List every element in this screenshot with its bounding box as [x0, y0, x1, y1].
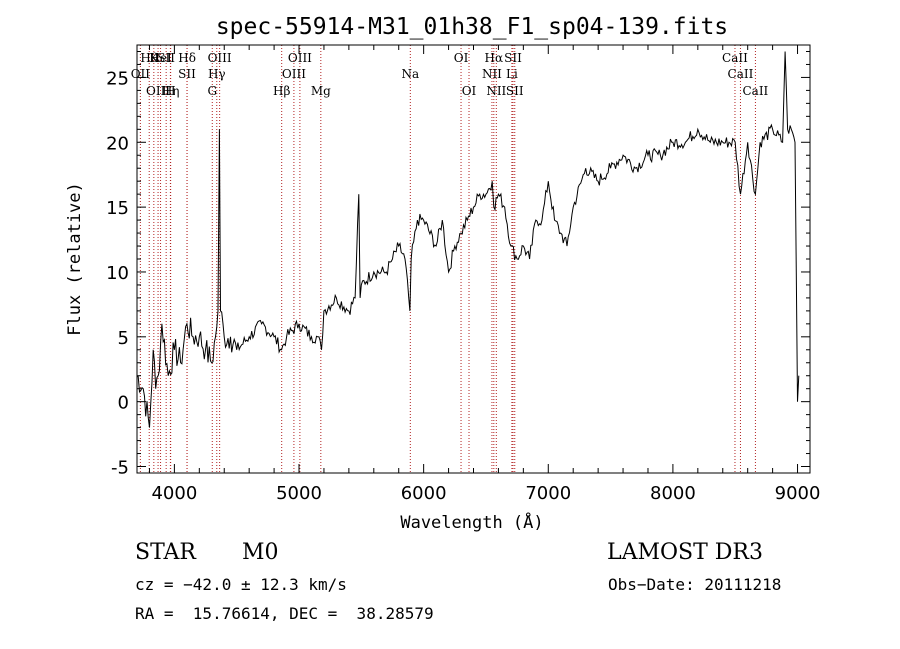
spectral-line-label: OIII	[208, 51, 232, 65]
spectral-line-label: OI	[454, 51, 469, 65]
y-axis: -5 0 5 10 15 20 25	[106, 50, 810, 479]
y-tick-label: 25	[106, 68, 129, 89]
spectral-line-label: NII	[486, 84, 506, 98]
plot-frame	[136, 44, 811, 474]
spectral-line-label: Na	[401, 67, 419, 81]
y-tick-label: 10	[106, 263, 129, 284]
x-tick-label: 6000	[401, 483, 447, 504]
spectral-line-label: SII	[157, 51, 175, 65]
spectral-line-label: H	[165, 84, 175, 98]
spectral-line-label: CaII	[728, 67, 754, 81]
spectral-line-label: Li	[506, 67, 518, 81]
spectral-line-label: Hγ	[208, 67, 226, 81]
x-tick-label: 7000	[525, 483, 571, 504]
y-tick-label: 20	[106, 133, 129, 154]
spectral-line-label: K	[149, 51, 159, 65]
y-tick-label: 5	[118, 328, 129, 349]
spectral-line-label: CaII	[742, 84, 768, 98]
spectral-line-label: OI	[462, 84, 477, 98]
x-axis: 4000 5000 6000 7000 8000 9000	[148, 45, 821, 504]
spectral-line-label: Hθ	[140, 51, 158, 65]
ra-dec: RA = 15.76614, DEC = 38.28579	[135, 604, 434, 623]
spectral-line-label: Hα	[485, 51, 504, 65]
x-tick-label: 8000	[650, 483, 696, 504]
spectral-line-label: OII	[131, 67, 151, 81]
object-subclass: M0	[242, 540, 279, 565]
spectral-lines	[139, 45, 756, 473]
spectral-line-label: Hη	[162, 84, 180, 98]
spectral-line-label: Hβ	[273, 84, 290, 98]
observation-date: Obs−Date: 20111218	[608, 575, 782, 594]
spectrum-series-line	[136, 51, 800, 428]
spectral-line-label: OIII	[288, 51, 312, 65]
spectral-line-label: Hδ	[178, 51, 196, 65]
spectral-line-label: NII	[482, 67, 502, 81]
spectral-line-label: SII	[178, 67, 196, 81]
survey-name: LAMOST DR3	[607, 540, 763, 565]
spectral-line-label: HeI	[149, 51, 172, 65]
redshift-cz: cz = −42.0 ± 12.3 km/s	[135, 575, 347, 594]
spectral-line-label: SII	[504, 51, 522, 65]
y-tick-label: 0	[118, 393, 129, 414]
x-tick-label: 4000	[151, 483, 197, 504]
x-tick-label: 5000	[276, 483, 322, 504]
y-tick-label: -5	[111, 458, 129, 479]
x-axis-label: Wavelength (Å)	[400, 511, 543, 533]
chart-title: spec-55914-M31_01h38_F1_sp04-139.fits	[216, 14, 728, 40]
spectral-line-label: OIII	[146, 84, 170, 98]
object-class: STAR	[135, 540, 196, 565]
spectral-line-label: G	[207, 84, 217, 98]
spectral-line-label: Mg	[311, 84, 331, 98]
y-axis-label: Flux (relative)	[65, 182, 85, 336]
x-tick-label: 9000	[775, 483, 821, 504]
y-tick-label: 15	[106, 198, 129, 219]
spectral-line-label: OIII	[282, 67, 306, 81]
spectral-line-label: SII	[506, 84, 524, 98]
spectral-line-label: CaII	[722, 51, 748, 65]
